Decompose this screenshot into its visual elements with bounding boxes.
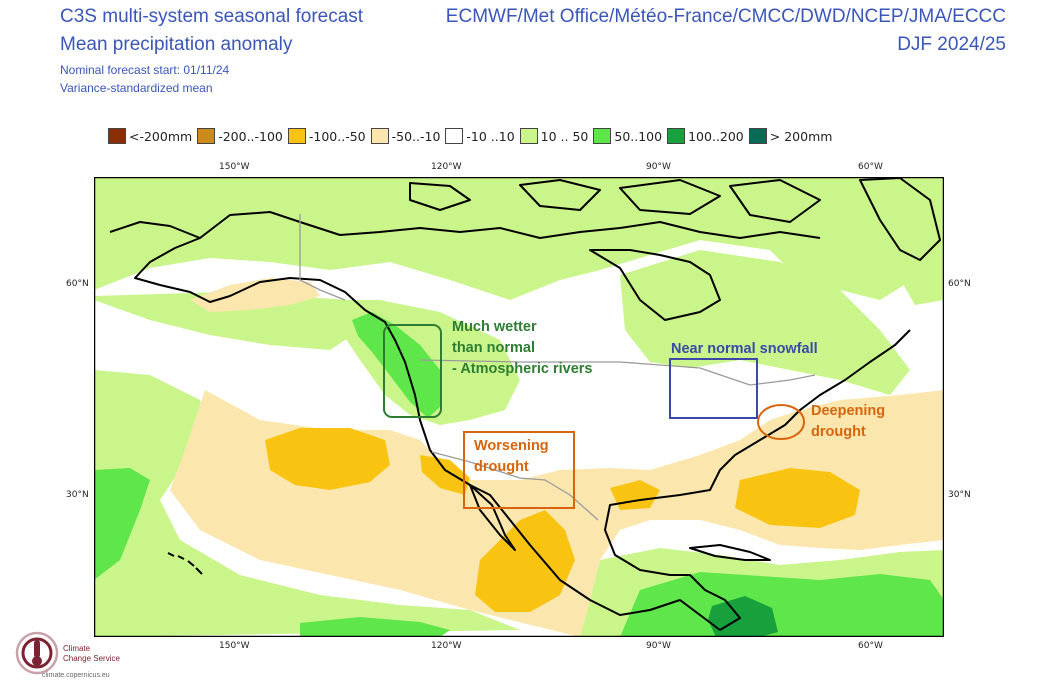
very-wet-zone-pnw-coast [352,312,442,418]
legend-swatch [593,128,612,144]
wet-zone-alaska-pacific [94,177,944,300]
legend-label: <-200mm [129,128,193,144]
drought-zone-atlantic [735,468,860,528]
color-legend: <-200mm -200..-100 -100..-50 -50..-10 -1… [108,126,837,146]
great-lakes-highlight-box [669,358,758,419]
coastline-baja [469,484,516,551]
lon-label-top: 150°W [219,162,250,172]
legend-label: -10 ..10 [466,128,515,144]
drought-zone-southwest [420,455,470,495]
climate-change-service-logo: Climate Change Service climate.copernicu… [12,628,162,684]
forecast-start: Nominal forecast start: 01/11/24 [60,63,230,77]
legend-item: -10 ..10 [445,128,518,144]
coastline-alaska-west-coast [109,221,721,631]
legend-item: > 200mm [748,128,837,144]
legend-item: -100..-50 [287,128,370,144]
method-note: Variance-standardized mean [60,81,213,95]
legend-item: <-200mm [108,128,196,144]
legend-swatch [287,128,306,144]
legend-swatch [445,128,464,144]
legend-label: 50..100 [614,128,663,144]
pnw-annotation-line2: than normal [452,340,535,356]
lon-label-top: 90°W [646,162,671,172]
lon-label-top: 60°W [858,162,883,172]
northeast-annotation-line2: drought [811,424,866,440]
coastline-hawaii [167,552,203,575]
lon-label-bottom: 60°W [858,641,883,651]
legend-swatch [748,128,767,144]
lon-label-bottom: 90°W [646,641,671,651]
very-wet-zone-central-america [620,572,944,637]
lon-label-top: 120°W [431,162,462,172]
very-wet-zone-alaska-southeast [300,617,450,637]
northeast-annotation-line1: Deepening [811,403,886,419]
great-lakes-annotation: Near normal snowfall [671,341,818,357]
lat-label-right: 30°N [948,490,971,500]
legend-item: 50..100 [593,128,666,144]
coastline-arctic-islands [409,179,821,223]
logo-url: climate.copernicus.eu [42,672,110,679]
legend-label: -200..-100 [218,128,283,144]
legend-label: -50..-10 [391,128,441,144]
legend-item: 100..200 [667,128,748,144]
lat-label-left: 60°N [66,279,89,289]
lat-label-left: 30°N [66,490,89,500]
coastline-greenland [859,177,941,261]
lon-label-bottom: 150°W [219,641,250,651]
legend-label: > 200mm [769,128,833,144]
legend-swatch [108,128,126,144]
legend-swatch [667,128,686,144]
centers-list: ECMWF/Met Office/Météo-France/CMCC/DWD/N… [445,6,1006,27]
logo-text-line2: Change Service [63,654,120,663]
logo-text-line1: Climate [63,644,91,653]
northeast-highlight-ellipse [757,404,805,440]
legend-item: -200..-100 [197,128,287,144]
border-alaska-canada [299,214,346,301]
drought-zone-pacific [265,428,390,490]
lat-label-right: 60°N [948,279,971,289]
southwest-annotation-line2: drought [474,459,529,475]
dry-zone-gulf-of-alaska [190,278,320,312]
southwest-annotation-line1: Worsening [474,438,549,454]
map-border [94,177,944,637]
northeast-annotation: Deepening drought [811,401,885,443]
wet-zone-greenland [880,185,944,305]
legend-swatch [197,128,216,144]
precipitation-anomaly-map [94,177,944,637]
wet-zone-north-pacific [94,292,380,350]
southwest-annotation: Worsening drought [474,436,549,478]
pnw-annotation: Much wetter than normal - Atmospheric ri… [452,317,592,380]
southwest-highlight-box [463,431,575,509]
pnw-annotation-line1: Much wetter [452,319,537,335]
map-title-line2: Mean precipitation anomaly [60,34,293,55]
season-label: DJF 2024/25 [897,34,1006,55]
pnw-highlight-box [383,324,442,418]
legend-label: 10 .. 50 [540,128,589,144]
coastline-arctic [199,211,821,239]
legend-item: 10 .. 50 [519,128,593,144]
thermometer-logo-icon [15,631,59,675]
map-title-line1: C3S multi-system seasonal forecast [60,6,364,27]
pnw-annotation-line3: - Atmospheric rivers [452,361,593,377]
border-us-canada [419,359,816,386]
coastline-cuba [689,544,771,561]
legend-label: -100..-50 [308,128,366,144]
very-wet-zone-hawaii-southwest [94,468,150,580]
drought-zone-mexico [475,510,575,612]
lon-label-bottom: 120°W [431,641,462,651]
legend-item: -50..-10 [370,128,445,144]
coastlines [109,177,941,631]
coastline-gulf-east [604,329,911,631]
legend-swatch [519,128,538,144]
legend-label: 100..200 [688,128,744,144]
legend-swatch [370,128,389,144]
coastline-hudson-bay [589,249,721,321]
